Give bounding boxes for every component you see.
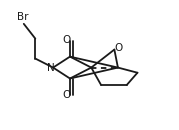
Text: N: N: [47, 63, 55, 73]
Text: O: O: [62, 35, 70, 45]
Text: O: O: [115, 43, 123, 53]
Text: O: O: [62, 90, 70, 100]
Text: Br: Br: [17, 12, 29, 22]
